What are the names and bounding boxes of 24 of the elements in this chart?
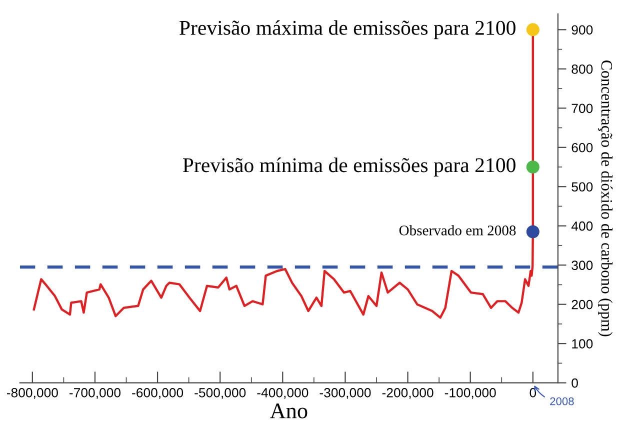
text: 2008 (550, 397, 574, 406)
y-tick-label: 800 (572, 64, 593, 74)
y-tick-label: 0 (572, 378, 578, 388)
y-tick-label: 700 (572, 104, 593, 114)
y-tick-label: 300 (572, 260, 593, 270)
x-tick-label: -800,000 (6, 388, 58, 399)
x-tick-label: -400,000 (257, 388, 308, 399)
annotation: Previsão máxima de emissões para 2100 (180, 20, 516, 40)
x-tick-label: -200,000 (382, 388, 434, 399)
y-tick-label: 600 (572, 142, 593, 152)
annotation: Observado em 2008 (399, 225, 516, 236)
annotation: Previsão mínima de emissões para 2100 (182, 158, 516, 176)
x-tick-label: -500,000 (194, 388, 246, 399)
x-tick-label: -600,000 (132, 388, 184, 399)
x-tick-label: -700,000 (70, 388, 121, 399)
x-tick-label: -300,000 (320, 388, 371, 399)
y-tick-label: 500 (572, 182, 593, 192)
y-axis-title: Concentração de dióxido de carbono (ppm) (598, 60, 613, 336)
x-axis-title: Ano (270, 404, 308, 418)
x-tick-label: -100,000 (444, 388, 496, 399)
y-tick-label: 400 (571, 221, 593, 231)
y-tick-label: 100 (572, 339, 593, 348)
y-tick-label: 200 (572, 300, 593, 310)
y-tick-label: 900 (572, 25, 593, 35)
